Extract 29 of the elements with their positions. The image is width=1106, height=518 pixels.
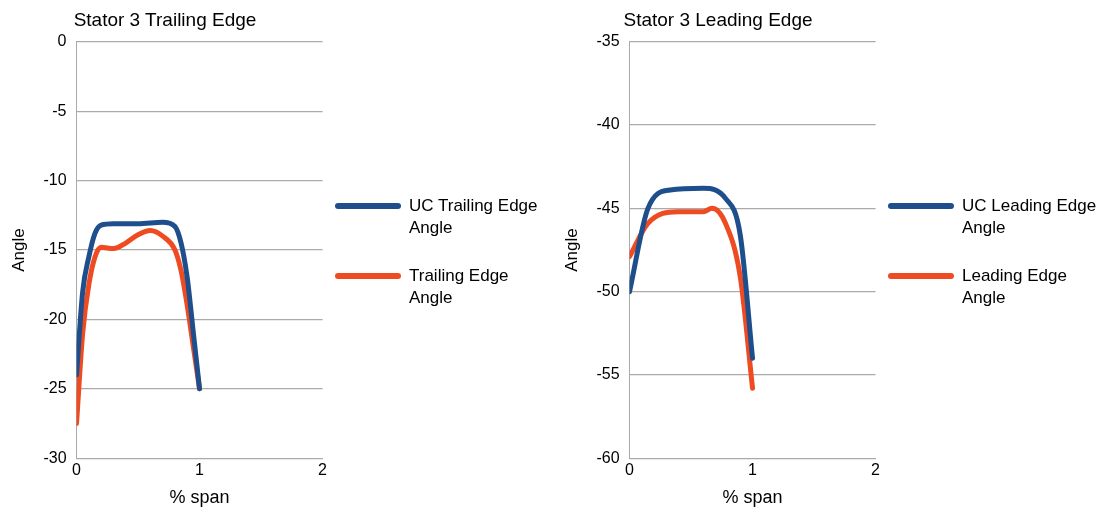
- chart-title: Stator 3 Leading Edge: [623, 8, 813, 30]
- legend-label: Leading Edge Angle: [962, 265, 1068, 309]
- x-tick-label: 2: [318, 461, 328, 479]
- y-tick-label: -45: [596, 198, 620, 216]
- x-tick-label: 1: [748, 461, 758, 479]
- y-tick-label: -20: [43, 309, 67, 327]
- legend-label: Trailing Edge Angle: [409, 265, 510, 309]
- legend-label: UC Trailing Edge Angle: [409, 195, 539, 239]
- y-tick-label: -30: [43, 448, 67, 466]
- x-tick-label: 1: [195, 461, 205, 479]
- y-tick-label: -50: [596, 282, 620, 300]
- y-tick-label: -55: [596, 365, 620, 383]
- y-tick-label: -10: [43, 171, 67, 189]
- y-tick-label: -5: [52, 101, 67, 119]
- x-tick-label: 0: [72, 461, 82, 479]
- y-axis-title: Angle: [561, 228, 581, 272]
- x-tick-label: 2: [871, 461, 881, 479]
- y-tick-label: -40: [596, 115, 620, 133]
- legend-label: UC Leading Edge Angle: [962, 195, 1098, 239]
- y-tick-label: -35: [596, 32, 620, 50]
- x-axis-title: % span: [722, 487, 783, 508]
- y-axis-title: Angle: [8, 228, 28, 272]
- y-tick-label: -60: [596, 448, 620, 466]
- x-tick-label: 0: [625, 461, 635, 479]
- y-tick-label: 0: [57, 32, 67, 50]
- x-axis-title: % span: [169, 487, 230, 508]
- y-tick-label: -25: [43, 379, 67, 397]
- y-tick-label: -15: [43, 240, 67, 258]
- chart-title: Stator 3 Trailing Edge: [73, 8, 257, 30]
